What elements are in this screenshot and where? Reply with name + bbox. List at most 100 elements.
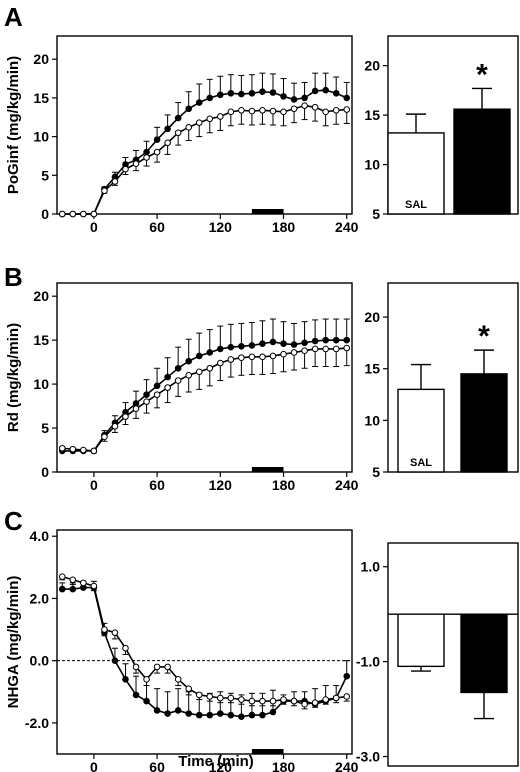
y-tick-label: 10 [33, 129, 49, 145]
y-tick-label: 15 [364, 107, 380, 123]
data-point [111, 657, 119, 664]
data-point [122, 676, 129, 683]
y-tick-label: -3.0 [356, 749, 380, 765]
data-point [80, 210, 87, 218]
bar-plot-frame [387, 282, 519, 473]
plots: 0 60 120 180 240 0 5 10 15 20 PoGinf (mg/kg/min) 5 1… [5, 35, 519, 772]
data-point [248, 342, 256, 349]
data-point [206, 693, 214, 700]
data-point [69, 445, 77, 453]
x-tick-label: 0 [90, 219, 98, 235]
data-point [238, 342, 245, 350]
plot-frame [56, 282, 353, 473]
y-tick-label: -1.0 [356, 654, 380, 670]
data-point [153, 136, 161, 144]
data-point [259, 353, 266, 361]
data-point [332, 336, 340, 344]
data-point [174, 129, 182, 137]
data-point [185, 124, 192, 131]
data-point [311, 345, 319, 353]
y-tick-label: 15 [364, 361, 380, 377]
y-tick-label: 20 [364, 58, 380, 74]
data-point [311, 103, 319, 111]
data-point [259, 711, 266, 719]
data-point [111, 178, 119, 185]
data-point [248, 107, 256, 115]
series-ex [58, 72, 351, 218]
series-sal [58, 102, 351, 218]
data-point [280, 340, 287, 347]
data-point [322, 696, 329, 703]
y-tick-label: 0 [41, 206, 49, 222]
data-point [269, 89, 277, 96]
category-label: EX [477, 457, 492, 469]
data-point [122, 413, 129, 420]
data-point [227, 711, 235, 719]
data-point [343, 672, 351, 680]
data-point [132, 691, 140, 699]
data-point [322, 108, 329, 116]
data-point [238, 354, 245, 362]
y-axis-title: PoGinf (mg/kg/min) [5, 56, 22, 194]
data-point [269, 697, 277, 705]
bar-plot-frame [387, 35, 519, 215]
data-point [153, 382, 161, 390]
data-point [101, 433, 108, 441]
data-point [174, 114, 182, 122]
data-point [111, 422, 119, 430]
data-point [143, 676, 150, 683]
y-axis-title: Rd (mg/kg/min) [5, 323, 22, 432]
x-tick-label: 0 [90, 759, 98, 772]
bar-panel-a: 5 10 15 20 SAL EX * [364, 35, 519, 222]
data-point [58, 573, 66, 580]
data-point [143, 391, 150, 398]
data-point [280, 350, 287, 358]
data-point [259, 88, 266, 96]
bar-panel-b: 5 10 15 20 SAL EX * [364, 282, 519, 480]
x-tick-label: 0 [90, 477, 98, 493]
y-tick-label: 5 [41, 167, 49, 183]
data-point [301, 347, 308, 354]
plot-frame [56, 35, 353, 215]
data-point [269, 107, 277, 115]
data-point [153, 148, 161, 156]
data-point [80, 446, 87, 454]
data-point [311, 87, 319, 95]
data-point [58, 210, 66, 218]
y-tick-label: 5 [41, 420, 49, 436]
series-sal [58, 344, 351, 455]
data-point [332, 345, 340, 353]
data-point [185, 372, 192, 379]
data-point [185, 357, 192, 365]
series-line [62, 586, 348, 718]
data-point [332, 106, 340, 114]
data-point [143, 154, 150, 161]
data-point [206, 115, 214, 123]
y-tick-label: -2.0 [25, 715, 49, 731]
data-point [301, 94, 308, 102]
data-point [143, 148, 150, 156]
data-point [90, 582, 98, 590]
data-point [58, 444, 66, 452]
data-point [227, 356, 235, 363]
y-tick-label: 20 [33, 288, 49, 304]
series-ex [58, 580, 351, 720]
x-tick-label: 240 [335, 477, 359, 493]
data-point [248, 697, 256, 705]
clamp-period-bar [251, 209, 284, 214]
clamp-period-bar [251, 749, 284, 754]
x-axis-title: Time (min) [178, 753, 254, 770]
plot-frame [56, 529, 353, 755]
data-point [248, 353, 256, 361]
data-point [69, 210, 77, 218]
data-point [227, 694, 235, 702]
data-point [164, 139, 171, 147]
data-point [217, 113, 224, 120]
y-tick-label: 20 [33, 51, 49, 67]
data-point [185, 105, 192, 113]
data-point [58, 585, 66, 593]
x-tick-label: 180 [272, 219, 296, 235]
data-point [332, 89, 340, 97]
data-point [132, 160, 140, 167]
data-point [174, 676, 182, 683]
